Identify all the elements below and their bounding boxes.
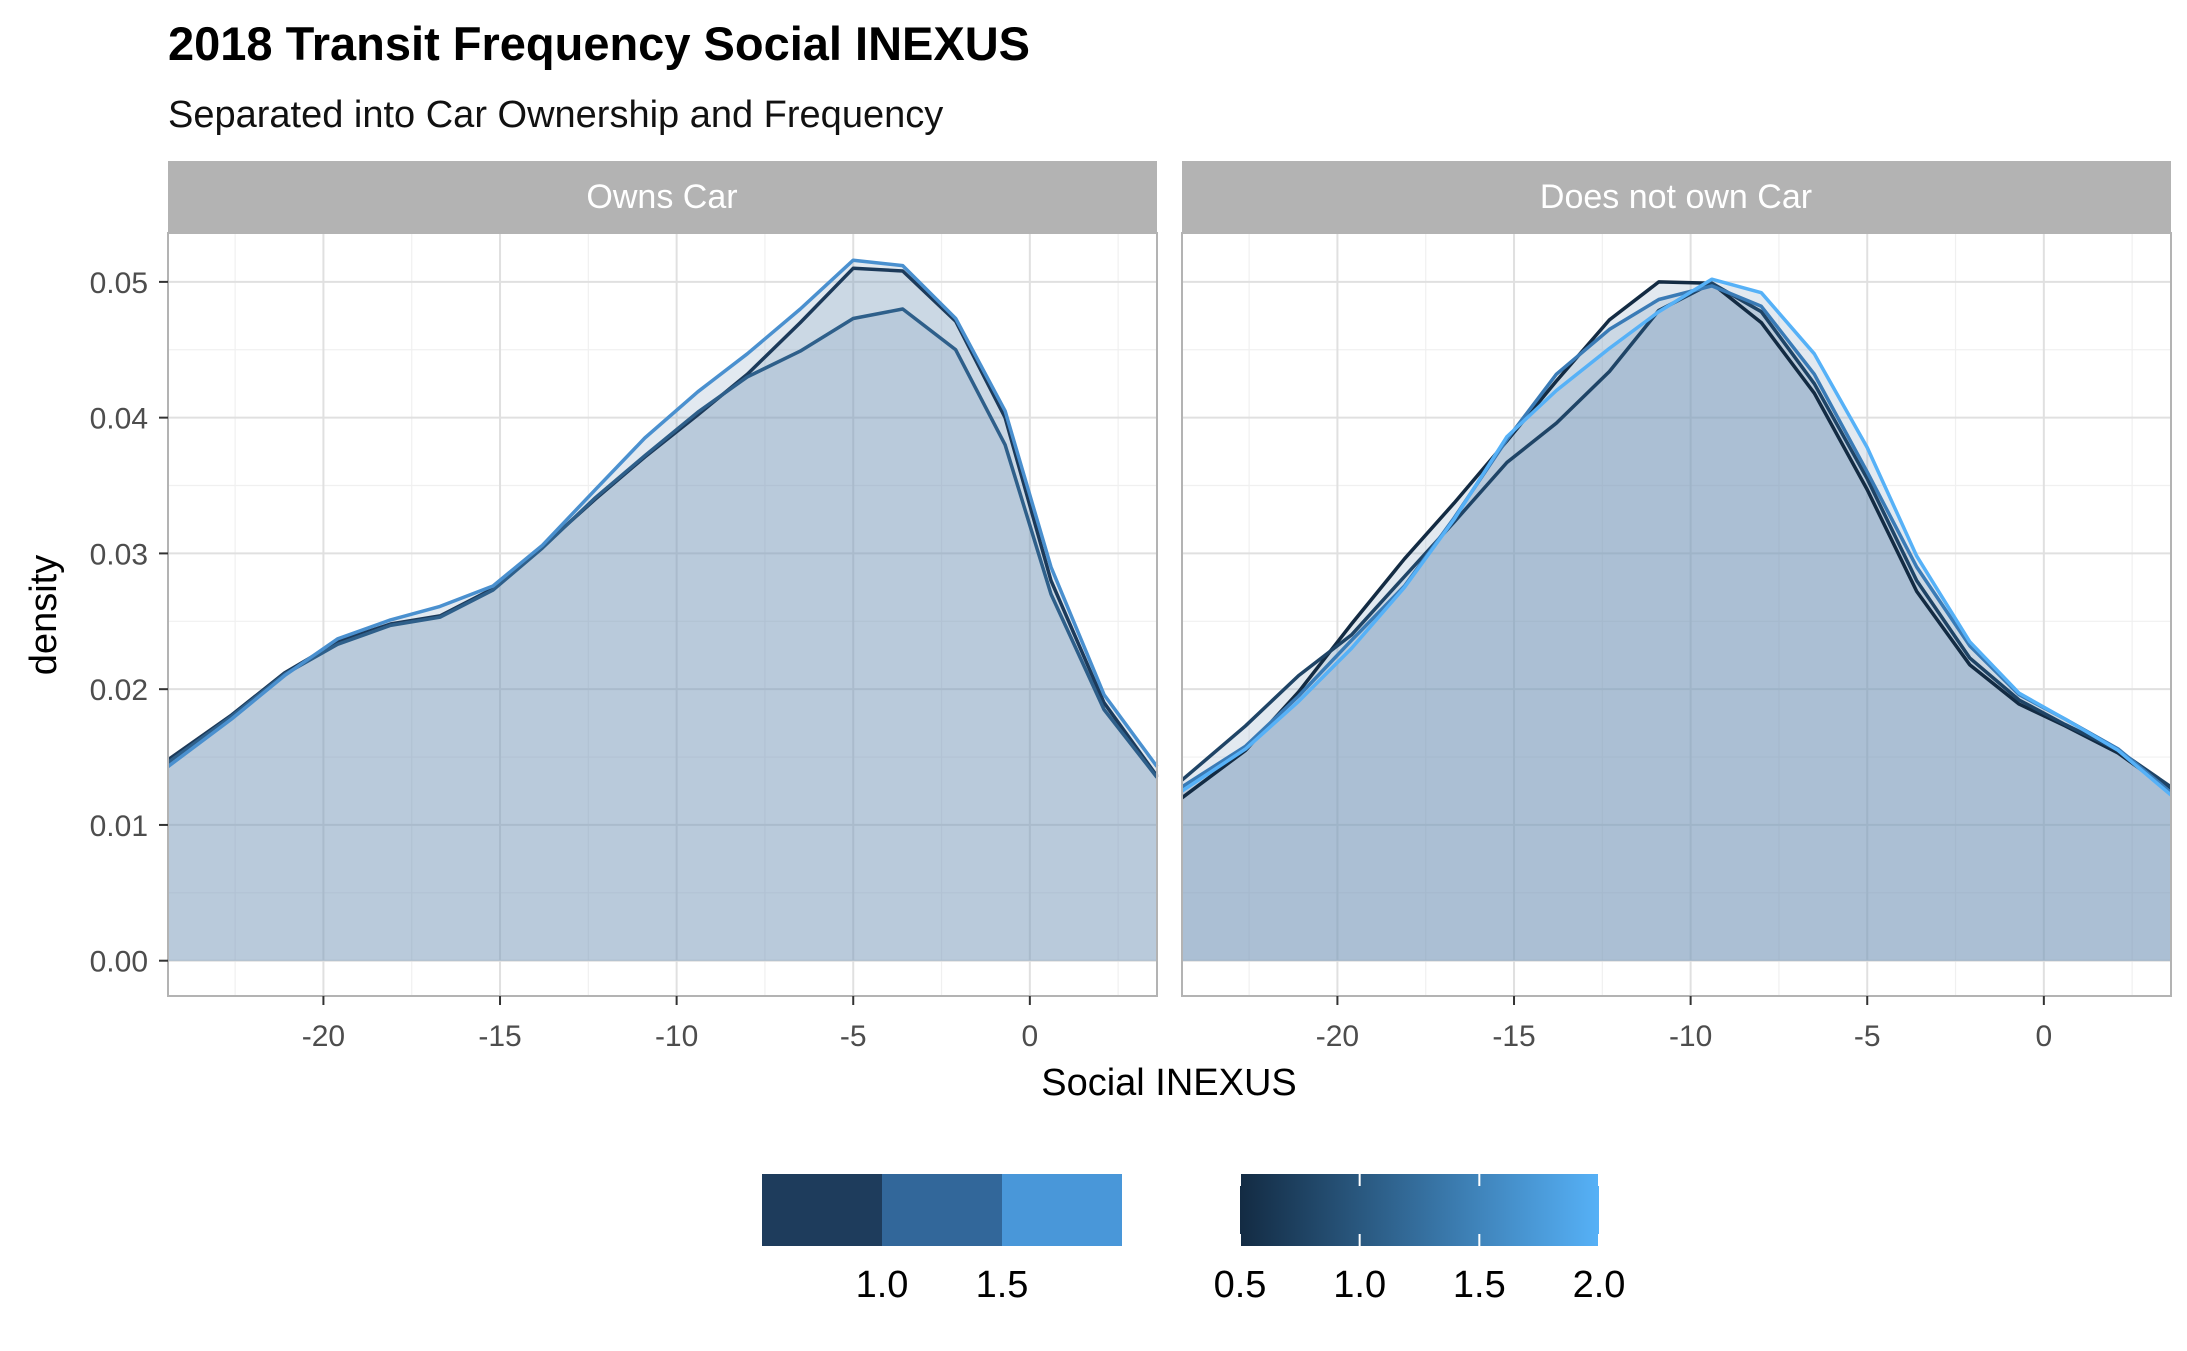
lines-does-not-own-car [1180, 277, 2173, 800]
density-line-2.0 [1181, 277, 2173, 797]
density-area-1.5 [168, 309, 1157, 961]
panel-does-not-own-car: Does not own Car -20 -15 -10 -5 0 [1180, 161, 2173, 1053]
density-line-1.5 [166, 307, 1159, 779]
y-tick-label: 0.03 [90, 538, 148, 571]
y-tick-label: 0.01 [90, 810, 148, 843]
panel-border-does-not-own-car [1181, 232, 2172, 997]
legend-label: 1.5 [976, 1264, 1029, 1306]
legend-discrete: 1.0 1.5 [762, 1174, 1122, 1306]
x-tick-label: -20 [1316, 1020, 1359, 1053]
density-area-0.5 [1182, 281, 2171, 961]
y-tick-label: 0.02 [90, 674, 148, 707]
density-area-1.0 [168, 268, 1157, 961]
density-area-1.0 [1182, 283, 2171, 961]
density-line-2.0 [166, 258, 1159, 769]
density-area-2.0 [1182, 279, 2171, 961]
strip-label-does-not-own-car: Does not own Car [1540, 178, 1812, 216]
x-tick-label: -5 [1854, 1020, 1881, 1053]
y-tick-label: 0.00 [90, 946, 148, 979]
grid-does-not-own-car [1182, 233, 2171, 996]
density-area-2.0 [168, 260, 1157, 961]
x-tick-label: -15 [1492, 1020, 1535, 1053]
legend-swatch [1002, 1174, 1122, 1246]
x-axis-title: Social INEXUS [1041, 1062, 1297, 1104]
chart-subtitle: Separated into Car Ownership and Frequen… [168, 94, 943, 136]
areas-does-not-own-car [1182, 279, 2171, 961]
x-tick-label: -15 [478, 1020, 521, 1053]
panel-owns-car: Owns Car -20 -15 -10 -5 0 [166, 161, 1159, 1053]
colorbar-label: 2.0 [1573, 1264, 1626, 1306]
x-ticks-owns-car: -20 -15 -10 -5 0 [302, 996, 1038, 1053]
legend-swatch [762, 1174, 882, 1246]
x-tick-label: 0 [1021, 1020, 1038, 1053]
chart-title: 2018 Transit Frequency Social INEXUS [168, 17, 1030, 70]
legend-continuous: 0.5 1.0 1.5 2.0 [1214, 1174, 1626, 1306]
y-tick-label: 0.04 [90, 403, 148, 436]
x-tick-label: -10 [655, 1020, 698, 1053]
areas-owns-car [168, 260, 1157, 961]
colorbar-label: 0.5 [1214, 1264, 1267, 1306]
colorbar-label: 1.0 [1333, 1264, 1386, 1306]
strip-owns-car [168, 161, 1157, 233]
density-line-0.5 [1180, 280, 2173, 800]
strip-does-not-own-car [1182, 161, 2171, 233]
y-axis: 0.00 0.01 0.02 0.03 0.04 0.05 [90, 267, 168, 979]
x-tick-label: 0 [2035, 1020, 2052, 1053]
legend-label: 1.0 [856, 1264, 909, 1306]
y-tick-label: 0.05 [90, 267, 148, 300]
y-axis-title: density [23, 555, 65, 675]
x-tick-label: -20 [302, 1020, 345, 1053]
panel-border-owns-car [167, 232, 1158, 997]
lines-owns-car [166, 258, 1159, 779]
legend-swatch [882, 1174, 1002, 1246]
x-tick-label: -5 [840, 1020, 867, 1053]
x-ticks-does-not-own-car: -20 -15 -10 -5 0 [1316, 996, 2052, 1053]
grid-owns-car [168, 233, 1157, 996]
density-area-1.5 [1182, 285, 2171, 961]
strip-label-owns-car: Owns Car [586, 178, 737, 216]
x-tick-label: -10 [1669, 1020, 1712, 1053]
colorbar-label: 1.5 [1453, 1264, 1506, 1306]
colorbar [1240, 1174, 1599, 1246]
